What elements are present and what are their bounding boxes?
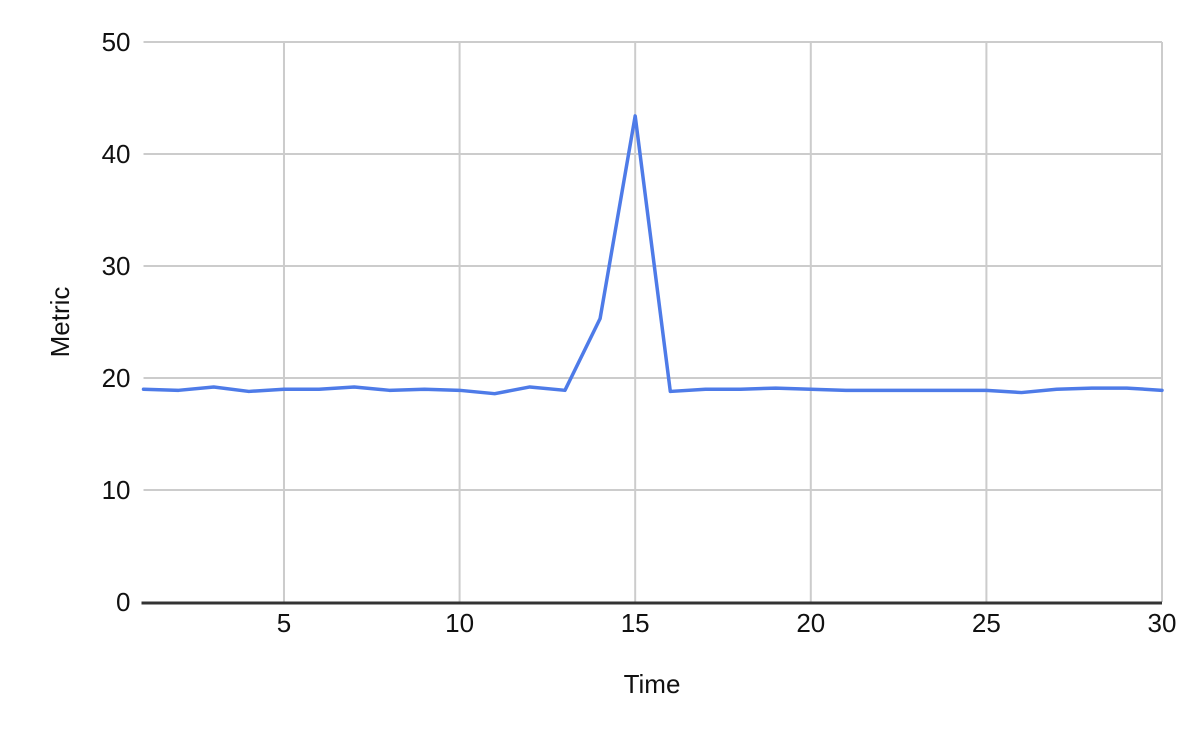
x-axis-tick-labels: 5 10 15 20 25 30	[277, 608, 1177, 638]
y-tick-label: 20	[102, 363, 131, 393]
vertical-gridlines	[282, 42, 1163, 602]
x-tick-label: 25	[972, 608, 1001, 638]
y-tick-label: 0	[116, 587, 130, 617]
y-axis-tick-labels: 0 10 20 30 40 50	[102, 27, 131, 617]
x-tick-label: 30	[1148, 608, 1177, 638]
x-tick-label: 5	[277, 608, 291, 638]
y-axis-title: Metric	[45, 287, 75, 358]
x-tick-label: 20	[796, 608, 825, 638]
y-tick-label: 10	[102, 475, 131, 505]
y-tick-label: 40	[102, 139, 131, 169]
x-tick-label: 10	[445, 608, 474, 638]
y-tick-label: 50	[102, 27, 131, 57]
series-line-metric	[141, 114, 1164, 396]
y-tick-label: 30	[102, 251, 131, 281]
x-axis-title: Time	[624, 669, 681, 699]
x-tick-label: 15	[621, 608, 650, 638]
